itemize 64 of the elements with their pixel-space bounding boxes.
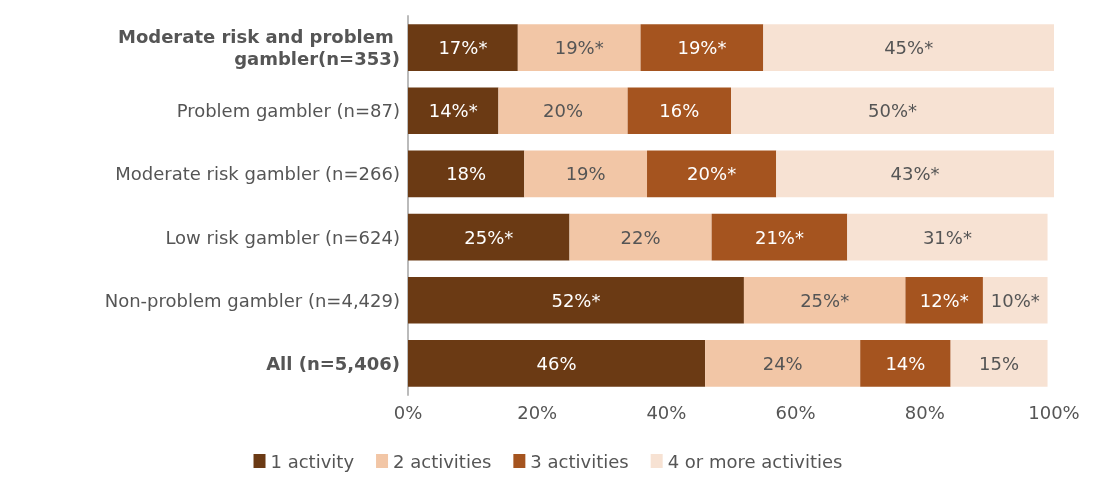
x-tick-label: 40%: [646, 401, 687, 423]
bar: [408, 87, 499, 135]
data-label: 25%*: [800, 289, 850, 311]
bar: [524, 150, 648, 198]
data-label: 20%: [543, 100, 584, 122]
y-tick-label: Low risk gambler (n=624): [165, 226, 400, 248]
data-label: 50%*: [867, 100, 918, 122]
bar: [640, 24, 764, 71]
bar: [627, 87, 731, 135]
x-tick-label: 100%: [1028, 401, 1080, 423]
data-label: 19%*: [554, 37, 604, 59]
bar: [982, 276, 1048, 324]
bar: [647, 150, 777, 198]
bar: [743, 276, 906, 324]
data-label: 52%*: [551, 289, 601, 311]
data-label: 31%*: [922, 226, 972, 248]
data-label: 10%*: [990, 289, 1040, 311]
data-label: 20%*: [687, 163, 737, 185]
x-tick-label: 0%: [393, 401, 423, 423]
legend-label: 4 or more activities: [667, 450, 843, 472]
data-label: 19%*: [677, 37, 727, 59]
y-tick-label: Moderate risk gambler (n=266): [115, 163, 400, 185]
bar: [847, 213, 1048, 261]
bar: [705, 340, 861, 387]
legend-label: 1 activity: [270, 450, 355, 472]
bar: [763, 24, 1054, 71]
bar: [408, 340, 706, 387]
bar: [711, 213, 848, 261]
data-label: 25%*: [464, 226, 514, 248]
bar: [905, 276, 983, 324]
data-label: 21%*: [754, 226, 804, 248]
data-label: 17%*: [438, 37, 488, 59]
data-label: 45%*: [884, 37, 934, 59]
y-tick-label: All (n=5,406): [266, 352, 400, 374]
bar: [517, 24, 641, 71]
data-label: 14%*: [428, 100, 478, 122]
y-tick-label: Problem gambler (n=87): [176, 100, 400, 122]
bar: [498, 87, 628, 135]
legend-label: 2 activities: [393, 450, 492, 472]
data-label: 19%: [565, 163, 606, 185]
bar: [731, 87, 1054, 135]
bar: [408, 24, 518, 71]
y-tick-label: Non-problem gambler (n=4,429): [104, 289, 400, 311]
bar: [776, 150, 1054, 198]
bar: [408, 276, 744, 324]
bar: [950, 340, 1048, 387]
x-tick-label: 60%: [775, 401, 816, 423]
x-tick-label: 20%: [517, 401, 558, 423]
data-label: 12%*: [919, 289, 969, 311]
data-label: 14%: [885, 352, 926, 374]
x-tick-label: 80%: [904, 401, 945, 423]
data-label: 24%: [762, 352, 803, 374]
y-tick-label: Moderate risk and problem gambler(n=353): [118, 26, 400, 70]
bar: [408, 213, 570, 261]
data-label: 46%: [536, 352, 577, 374]
data-label: 15%: [979, 352, 1020, 374]
data-label: 18%: [446, 163, 487, 185]
data-label: 43%*: [890, 163, 940, 185]
bar: [860, 340, 951, 387]
bar: [569, 213, 712, 261]
legend-label: 3 activities: [530, 450, 629, 472]
data-label: 22%: [620, 226, 661, 248]
bar: [408, 150, 525, 198]
data-label: 16%: [659, 100, 700, 122]
